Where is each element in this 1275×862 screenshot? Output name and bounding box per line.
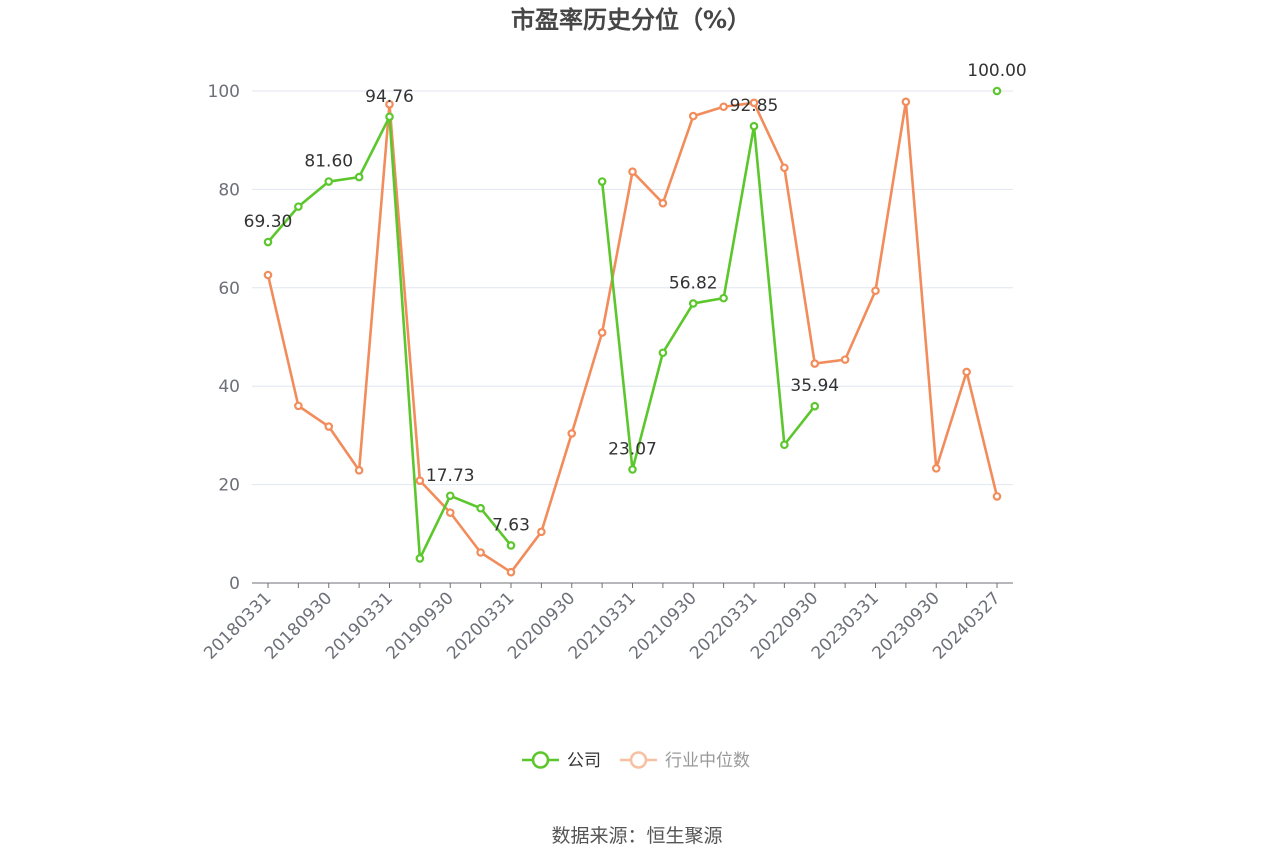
data-point xyxy=(324,422,334,431)
y-axis: 0 20 40 60 80 100 xyxy=(208,82,240,594)
chart-title: 市盈率历史分位（%） xyxy=(511,6,751,34)
data-point xyxy=(476,503,485,513)
data-point xyxy=(354,466,364,475)
legend-label: 行业中位数 xyxy=(665,751,750,771)
data-point xyxy=(597,328,607,337)
data-point xyxy=(506,567,516,577)
x-axis: 2018033120180930201903312019093020200331… xyxy=(200,582,1013,664)
data-label: 23.07 xyxy=(608,439,657,459)
data-point xyxy=(385,112,394,122)
data-point xyxy=(749,98,759,108)
y-tick-label: 20 xyxy=(218,476,240,496)
data-label: 94.76 xyxy=(365,87,414,107)
data-point xyxy=(658,198,668,208)
data-label: 69.30 xyxy=(244,212,293,232)
data-point xyxy=(415,554,425,563)
data-label: 81.60 xyxy=(304,152,353,172)
data-label: 7.63 xyxy=(492,515,530,535)
data-point xyxy=(992,86,1002,96)
legend-item-industry-median[interactable]: 行业中位数 xyxy=(620,751,750,771)
data-point xyxy=(901,97,911,107)
series-line xyxy=(267,115,513,560)
data-point xyxy=(688,299,698,308)
data-point xyxy=(445,491,455,501)
data-label: 35.94 xyxy=(790,376,839,396)
data-point xyxy=(324,177,334,186)
y-tick-label: 60 xyxy=(218,279,240,299)
data-point xyxy=(537,527,546,537)
y-tick-label: 40 xyxy=(218,377,240,397)
series-industry-median xyxy=(263,97,1002,577)
data-point xyxy=(658,348,668,358)
data-point xyxy=(445,508,455,517)
data-point xyxy=(992,492,1002,501)
legend[interactable]: 公司 行业中位数 xyxy=(522,751,750,771)
data-point xyxy=(931,464,941,473)
data-point xyxy=(476,548,485,557)
data-point xyxy=(719,293,728,303)
data-point xyxy=(415,476,425,485)
legend-label: 公司 xyxy=(567,751,601,771)
data-point xyxy=(354,172,364,182)
data-point xyxy=(506,541,516,550)
legend-marker xyxy=(629,751,648,769)
legend-marker xyxy=(531,751,550,769)
data-point xyxy=(840,355,850,364)
data-point xyxy=(294,202,303,211)
data-point xyxy=(810,359,820,368)
data-point xyxy=(871,286,880,296)
data-point xyxy=(294,401,303,411)
legend-item-company[interactable]: 公司 xyxy=(522,751,601,771)
series-company: 69.30 81.60 94.76 17.73 7.63 23.07 56.82 92.85 3… xyxy=(244,61,1027,563)
data-point xyxy=(628,167,637,176)
data-point xyxy=(385,99,394,109)
data-point xyxy=(688,111,698,121)
y-tick-label: 0 xyxy=(229,574,240,594)
data-point xyxy=(628,465,637,474)
data-label: 92.85 xyxy=(730,96,779,116)
data-label: 17.73 xyxy=(426,466,475,486)
y-tick-label: 80 xyxy=(218,180,240,200)
data-point xyxy=(719,102,728,112)
data-point xyxy=(780,440,789,450)
data-point xyxy=(780,163,789,173)
y-tick-label: 100 xyxy=(208,82,240,102)
data-point xyxy=(597,177,607,186)
series-layer: 69.30 81.60 94.76 17.73 7.63 23.07 56.82 92.85 3… xyxy=(244,61,1027,577)
data-point xyxy=(263,237,273,247)
data-point xyxy=(567,429,577,438)
data-point xyxy=(810,401,820,411)
source-note: 数据来源：恒生聚源 xyxy=(551,825,722,847)
data-point xyxy=(749,121,759,131)
data-point xyxy=(962,367,971,377)
data-label: 100.00 xyxy=(967,61,1026,81)
data-label: 56.82 xyxy=(669,273,718,293)
series-line xyxy=(600,124,816,471)
grid-lines xyxy=(252,90,1013,486)
data-point xyxy=(263,270,273,280)
